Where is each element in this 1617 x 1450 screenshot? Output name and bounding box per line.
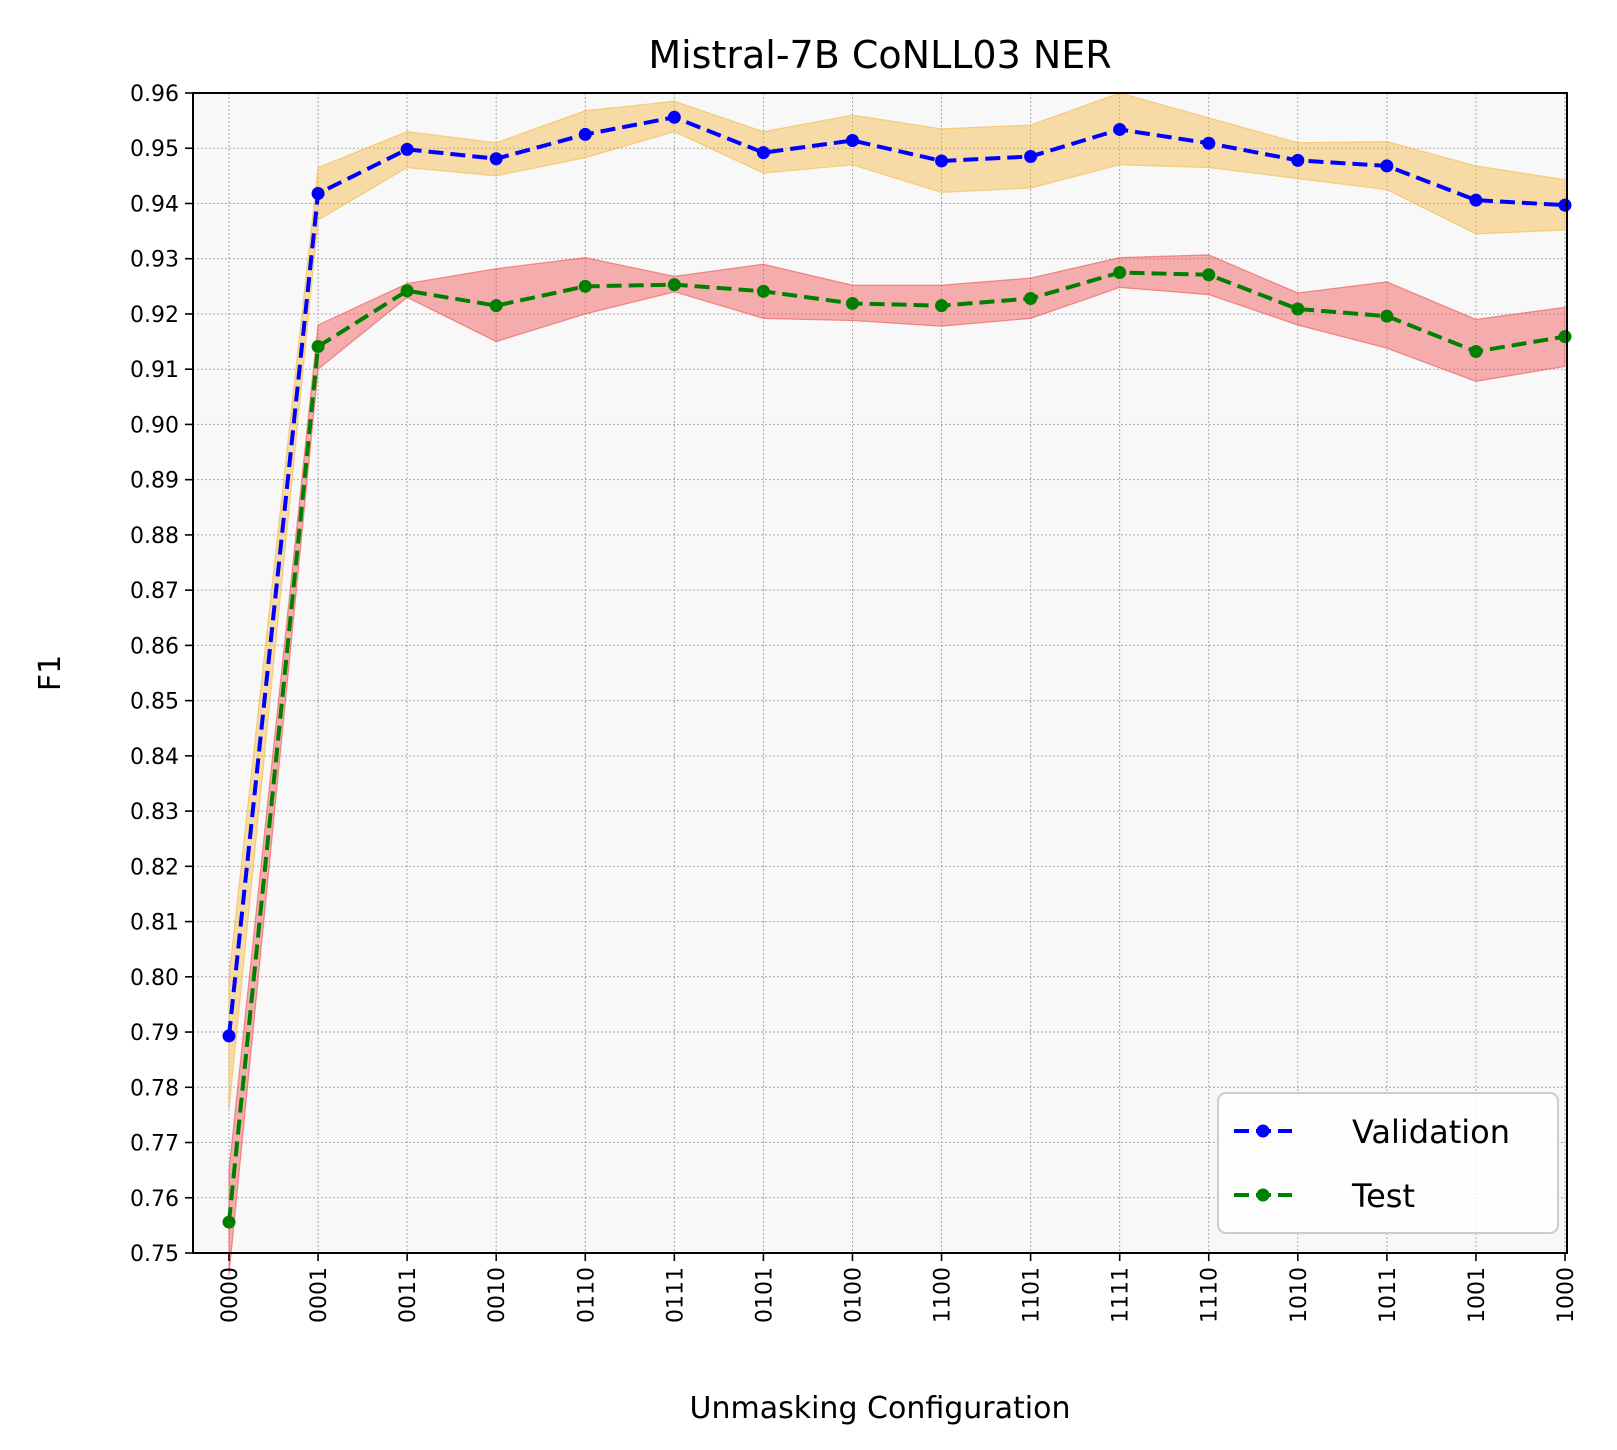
y-tick-label: 0.79 bbox=[130, 1021, 179, 1046]
x-tick-label: 1000 bbox=[1554, 1267, 1579, 1323]
data-point-test bbox=[1113, 266, 1127, 280]
y-tick-label: 0.88 bbox=[130, 524, 179, 549]
data-point-validation bbox=[222, 1029, 236, 1043]
legend-test-label: Test bbox=[1351, 1177, 1415, 1215]
x-tick-label: 0010 bbox=[485, 1267, 510, 1323]
data-point-test bbox=[400, 284, 414, 298]
y-tick-label: 0.91 bbox=[130, 358, 179, 383]
std-band-validation bbox=[228, 92, 1566, 1110]
chart-title: Mistral-7B CoNLL03 NER bbox=[648, 33, 1111, 77]
legend-validation-marker bbox=[1256, 1124, 1270, 1138]
x-tick-label: 1110 bbox=[1198, 1267, 1223, 1323]
y-tick-label: 0.85 bbox=[130, 690, 179, 715]
data-point-validation bbox=[400, 142, 414, 156]
data-point-validation bbox=[1202, 136, 1216, 150]
legend-test-marker bbox=[1256, 1188, 1270, 1202]
x-tick-label: 0111 bbox=[663, 1267, 688, 1323]
data-point-validation bbox=[1380, 159, 1394, 173]
data-point-validation bbox=[756, 146, 770, 160]
y-tick-label: 0.87 bbox=[130, 579, 179, 604]
y-axis-title: F1 bbox=[33, 655, 68, 691]
data-point-validation bbox=[1113, 122, 1127, 136]
y-tick-label: 0.89 bbox=[130, 469, 179, 494]
data-point-test bbox=[1291, 302, 1305, 316]
y-tick-label: 0.96 bbox=[130, 82, 179, 107]
data-point-validation bbox=[1469, 193, 1483, 207]
data-point-test bbox=[489, 299, 503, 313]
x-tick-label: 1001 bbox=[1465, 1267, 1490, 1323]
data-point-test bbox=[845, 296, 859, 310]
x-tick-label: 1010 bbox=[1287, 1267, 1312, 1323]
legend-validation-label: Validation bbox=[1352, 1113, 1510, 1151]
data-point-validation bbox=[845, 134, 859, 148]
y-tick-label: 0.84 bbox=[130, 745, 179, 770]
legend-box bbox=[1217, 1092, 1559, 1234]
x-tick-label: 0011 bbox=[396, 1267, 421, 1323]
y-tick-label: 0.92 bbox=[130, 303, 179, 328]
x-tick-label: 0000 bbox=[218, 1267, 243, 1323]
data-point-validation bbox=[667, 110, 681, 124]
data-point-validation bbox=[311, 187, 325, 201]
y-tick-label: 0.75 bbox=[130, 1242, 179, 1267]
data-point-validation bbox=[489, 152, 503, 166]
series-line-validation bbox=[227, 115, 1566, 1037]
series-line-test bbox=[227, 270, 1566, 1223]
data-point-test bbox=[756, 284, 770, 298]
data-point-test bbox=[935, 299, 949, 313]
y-tick-label: 0.80 bbox=[130, 966, 179, 991]
data-point-validation bbox=[578, 127, 592, 141]
data-point-test bbox=[1380, 309, 1394, 323]
x-tick-label: 1111 bbox=[1109, 1267, 1134, 1323]
std-band-test bbox=[228, 254, 1566, 1276]
y-tick-label: 0.93 bbox=[130, 248, 179, 273]
std-bands bbox=[228, 92, 1566, 1276]
legend: Validation Test bbox=[1217, 1092, 1559, 1234]
x-tick-label: 0100 bbox=[841, 1267, 866, 1323]
y-tick-label: 0.94 bbox=[130, 192, 179, 217]
x-tick-label: 0101 bbox=[752, 1267, 777, 1323]
y-tick-label: 0.83 bbox=[130, 800, 179, 825]
data-point-test bbox=[578, 279, 592, 293]
y-tick-label: 0.86 bbox=[130, 634, 179, 659]
data-point-validation bbox=[1024, 150, 1038, 164]
series-lines bbox=[222, 110, 1572, 1229]
x-tick-label: 1101 bbox=[1020, 1267, 1045, 1323]
x-tick-label: 0110 bbox=[574, 1267, 599, 1323]
plot-area-background bbox=[193, 93, 1567, 1253]
y-tick-label: 0.90 bbox=[130, 413, 179, 438]
data-point-validation bbox=[1291, 153, 1305, 167]
data-point-validation bbox=[935, 154, 949, 168]
x-tick-label: 0001 bbox=[307, 1267, 332, 1323]
y-tick-label: 0.77 bbox=[130, 1132, 179, 1157]
data-point-validation bbox=[1558, 198, 1572, 212]
y-tick-label: 0.78 bbox=[130, 1076, 179, 1101]
data-point-test bbox=[667, 278, 681, 292]
data-point-test bbox=[1469, 345, 1483, 359]
data-point-test bbox=[1202, 268, 1216, 282]
x-axis-title: Unmasking Configuration bbox=[690, 1391, 1071, 1426]
data-point-test bbox=[311, 340, 325, 354]
y-tick-label: 0.95 bbox=[130, 137, 179, 162]
y-tick-label: 0.82 bbox=[130, 855, 179, 880]
data-point-test bbox=[1558, 330, 1572, 344]
axis-ticks: 0.75 0.76 0.77 0.78 0.79 0.80 0.81 0.82 0.83 0.84… bbox=[130, 82, 1579, 1323]
data-point-test bbox=[222, 1215, 236, 1229]
plot-area-frame bbox=[192, 92, 1568, 1254]
x-tick-label: 1011 bbox=[1376, 1267, 1401, 1323]
x-tick-label: 1100 bbox=[931, 1267, 956, 1323]
y-tick-label: 0.76 bbox=[130, 1187, 179, 1212]
data-point-test bbox=[1024, 291, 1038, 305]
y-tick-label: 0.81 bbox=[130, 911, 179, 936]
